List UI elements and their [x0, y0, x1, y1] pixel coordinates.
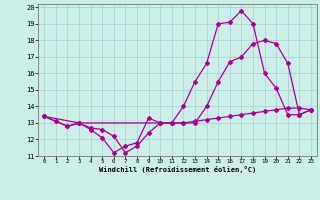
- X-axis label: Windchill (Refroidissement éolien,°C): Windchill (Refroidissement éolien,°C): [99, 166, 256, 173]
